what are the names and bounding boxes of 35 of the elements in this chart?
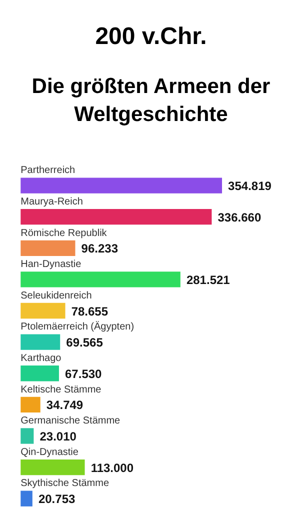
bar <box>20 366 59 382</box>
y-tick-label: Ptolemäerreich (Ägypten) <box>20 320 134 333</box>
chart-title: 200 v.Chr. <box>94 23 208 51</box>
data-label: 281.521 <box>186 272 230 287</box>
bar <box>20 490 32 506</box>
bar <box>20 209 212 225</box>
y-tick-label: Keltische Stämme <box>20 384 102 396</box>
data-label: 34.749 <box>46 398 84 412</box>
data-label: 20.753 <box>38 492 76 506</box>
bar <box>20 459 85 476</box>
data-label: 113.000 <box>90 460 134 475</box>
bar <box>20 396 40 412</box>
bar <box>20 428 34 444</box>
bar <box>20 302 66 319</box>
data-label: 336.660 <box>218 210 262 224</box>
y-tick-label: Han-Dynastie <box>20 259 82 270</box>
data-label: 96.233 <box>81 242 118 256</box>
data-label: 354.819 <box>228 179 272 194</box>
y-tick-label: Germanische Stämme <box>20 416 121 427</box>
y-tick-label: Skythische Stämme <box>20 478 110 490</box>
y-tick-label: Karthago <box>20 352 62 364</box>
bar <box>20 334 60 350</box>
y-tick-label: Seleukidenreich <box>20 290 92 302</box>
bar <box>20 178 222 194</box>
bar <box>20 240 76 256</box>
data-label: 23.010 <box>40 429 77 444</box>
data-label: 78.655 <box>71 304 108 318</box>
y-tick-label: Partherreich <box>20 165 76 176</box>
y-tick-label: Römische Republik <box>20 228 108 239</box>
y-tick-label: Maurya-Reich <box>20 196 83 208</box>
data-label: 69.565 <box>66 336 104 350</box>
chart-subtitle: Die größten Armeen der Weltgeschichte <box>30 74 272 128</box>
bar <box>20 272 180 288</box>
data-label: 67.530 <box>65 366 102 381</box>
y-tick-label: Qin-Dynastie <box>20 446 79 458</box>
